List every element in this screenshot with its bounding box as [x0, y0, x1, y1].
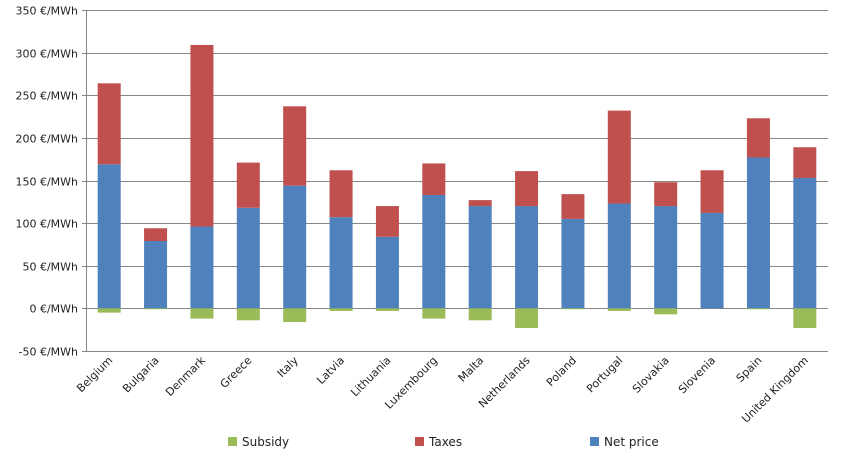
- y-tick-label: 0 €/MWh: [29, 303, 78, 316]
- bar-subsidy: [144, 308, 168, 310]
- bar-subsidy: [97, 308, 121, 313]
- bar-subsidy: [236, 308, 260, 321]
- bar-subsidy: [607, 308, 631, 311]
- y-tick-label: 150 €/MWh: [15, 176, 78, 189]
- legend: Subsidy Taxes Net price: [228, 435, 659, 449]
- x-tick-label: Malta: [456, 354, 487, 385]
- x-tick-label: Portugal: [584, 354, 625, 395]
- y-tick-label: 50 €/MWh: [22, 261, 78, 274]
- x-tick-label: Latvia: [314, 354, 347, 387]
- x-tick-label: Slovenia: [676, 354, 718, 396]
- bar-taxes: [236, 162, 260, 208]
- bar-taxes: [515, 171, 539, 207]
- y-tick-label: -50 €/MWh: [18, 346, 78, 359]
- bar-subsidy: [515, 308, 539, 328]
- bars: [97, 44, 817, 328]
- bar-subsidy: [283, 308, 307, 323]
- bar-subsidy: [654, 308, 678, 315]
- bar-net-price: [746, 157, 770, 309]
- bar-taxes: [746, 118, 770, 158]
- legend-swatch: [228, 437, 237, 446]
- bar-net-price: [190, 226, 214, 309]
- bar-subsidy: [375, 308, 399, 311]
- bar-subsidy: [468, 308, 492, 321]
- legend-swatch: [590, 437, 599, 446]
- bar-net-price: [283, 185, 307, 309]
- x-tick-label: Bulgaria: [120, 354, 161, 395]
- bar-taxes: [190, 44, 214, 227]
- bar-subsidy: [561, 308, 585, 310]
- bar-net-price: [561, 218, 585, 309]
- x-tick-label: Spain: [734, 354, 765, 385]
- bar-net-price: [375, 236, 399, 309]
- bar-subsidy: [793, 308, 817, 328]
- bar-taxes: [375, 206, 399, 237]
- bar-net-price: [793, 177, 817, 309]
- bar-subsidy: [422, 308, 446, 319]
- x-tick-label: Italy: [275, 354, 301, 380]
- y-tick-label: 250 €/MWh: [15, 90, 78, 103]
- x-tick-label: Poland: [544, 354, 579, 389]
- x-tick-label: Greece: [218, 354, 255, 391]
- y-tick-label: 200 €/MWh: [15, 133, 78, 146]
- y-tick-label: 100 €/MWh: [15, 218, 78, 231]
- bar-net-price: [97, 164, 121, 309]
- bar-taxes: [329, 170, 353, 218]
- bar-taxes: [283, 106, 307, 186]
- axes: -50 €/MWh 0 €/MWh 50 €/MWh 100 €/MWh 150 €/M…: [15, 5, 810, 426]
- x-tick-label: Lithuania: [348, 354, 393, 399]
- bar-net-price: [329, 217, 353, 309]
- legend-swatch: [415, 437, 424, 446]
- bar-net-price: [654, 206, 678, 309]
- bar-subsidy: [746, 308, 770, 310]
- legend-label: Net price: [604, 435, 659, 449]
- bar-subsidy: [190, 308, 214, 319]
- bar-taxes: [144, 228, 168, 242]
- y-tick-label: 350 €/MWh: [15, 5, 78, 18]
- bar-net-price: [607, 203, 631, 309]
- bar-net-price: [422, 194, 446, 309]
- bar-net-price: [144, 241, 168, 309]
- bar-taxes: [607, 110, 631, 204]
- bar-net-price: [515, 206, 539, 309]
- bar-taxes: [700, 170, 724, 213]
- bar-subsidy: [329, 308, 353, 311]
- bar-taxes: [793, 147, 817, 178]
- x-tick-label: Denmark: [163, 353, 208, 398]
- bar-taxes: [468, 200, 492, 207]
- x-tick-label: Belgium: [74, 354, 115, 395]
- x-tick-label: Slovakia: [630, 354, 672, 396]
- bar-taxes: [422, 163, 446, 195]
- bar-net-price: [700, 212, 724, 309]
- legend-label: Taxes: [428, 435, 462, 449]
- bar-taxes: [561, 194, 585, 219]
- bar-net-price: [236, 207, 260, 309]
- legend-label: Subsidy: [242, 435, 289, 449]
- bar-net-price: [468, 206, 492, 309]
- y-tick-label: 300 €/MWh: [15, 48, 78, 61]
- bar-taxes: [97, 83, 121, 165]
- bar-taxes: [654, 182, 678, 207]
